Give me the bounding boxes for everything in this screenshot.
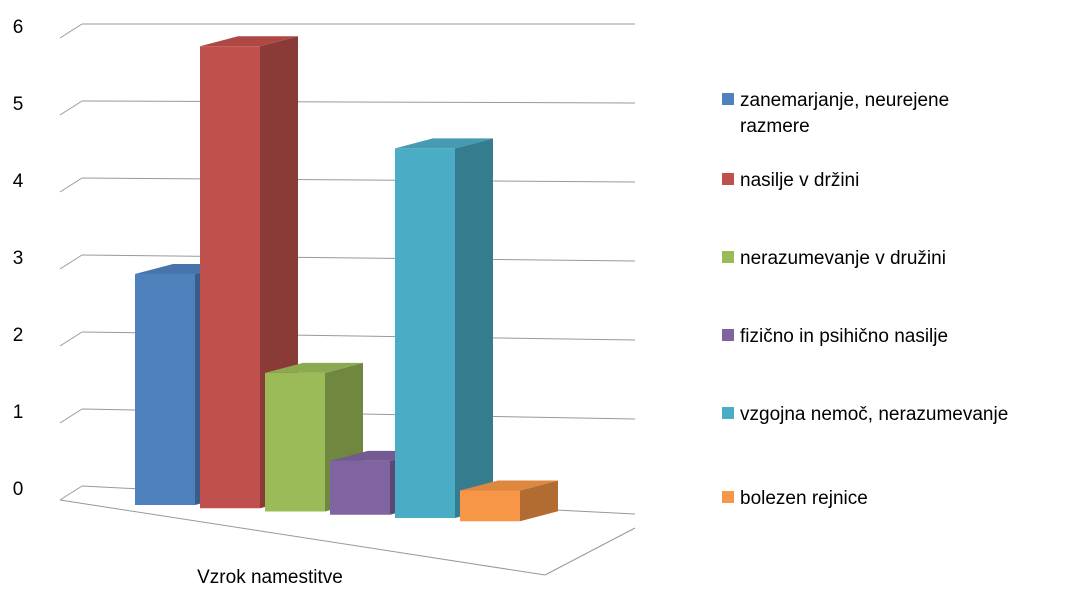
- legend-swatch: [722, 93, 734, 105]
- grid-line: [59, 254, 83, 270]
- y-tick-label: 4: [13, 171, 24, 192]
- y-tick-label: 1: [13, 402, 24, 423]
- bar-side: [520, 480, 558, 522]
- grid-line: [59, 331, 83, 347]
- bar: [265, 372, 325, 512]
- bar-side: [455, 138, 493, 518]
- legend-item: nerazumevanje v družini: [722, 246, 946, 272]
- y-tick-label: 2: [13, 325, 24, 346]
- grid-line: [59, 408, 83, 424]
- grid-line: [59, 100, 83, 116]
- bar: [460, 490, 520, 522]
- x-axis-label: Vzrok namestitve: [197, 567, 343, 588]
- legend-swatch: [722, 407, 734, 419]
- legend-item: vzgojna nemoč, nerazumevanje: [722, 402, 1008, 428]
- legend-swatch: [722, 251, 734, 263]
- legend-label: fizično in psihično nasilje: [740, 326, 949, 347]
- floor-edge: [544, 527, 636, 576]
- bar-top: [200, 36, 298, 47]
- grid-line: [59, 485, 83, 501]
- legend-item: zanemarjanje, neurejene razmere: [722, 88, 990, 140]
- legend-swatch: [722, 491, 734, 503]
- grid-line: [59, 177, 83, 193]
- grid-line: [59, 23, 83, 39]
- bar-top: [265, 362, 363, 373]
- y-tick-label: 3: [13, 248, 24, 269]
- bar: [395, 148, 455, 518]
- legend-label: bolezen rejnice: [740, 488, 868, 509]
- bar-top: [395, 138, 493, 149]
- bar: [330, 460, 390, 515]
- grid-line: [81, 254, 636, 262]
- legend-label: nasilje v držini: [740, 170, 860, 191]
- y-tick-label: 0: [13, 479, 24, 500]
- bar: [200, 46, 260, 509]
- legend-label: vzgojna nemoč, nerazumevanje: [740, 404, 1009, 425]
- legend-swatch: [722, 173, 734, 185]
- legend-item: bolezen rejnice: [722, 486, 868, 512]
- legend-swatch: [722, 329, 734, 341]
- bar-top: [460, 480, 558, 491]
- legend-label: nerazumevanje v družini: [740, 248, 946, 269]
- legend-label: zanemarjanje, neurejene razmere: [740, 90, 950, 137]
- bar: [135, 274, 195, 505]
- y-tick-label: 6: [13, 17, 24, 38]
- legend-item: nasilje v držini: [722, 168, 859, 194]
- grid-line: [81, 177, 636, 183]
- legend-item: fizično in psihično nasilje: [722, 324, 948, 350]
- y-tick-label: 5: [13, 94, 24, 115]
- floor-edge: [59, 499, 546, 576]
- grid-line: [81, 100, 636, 104]
